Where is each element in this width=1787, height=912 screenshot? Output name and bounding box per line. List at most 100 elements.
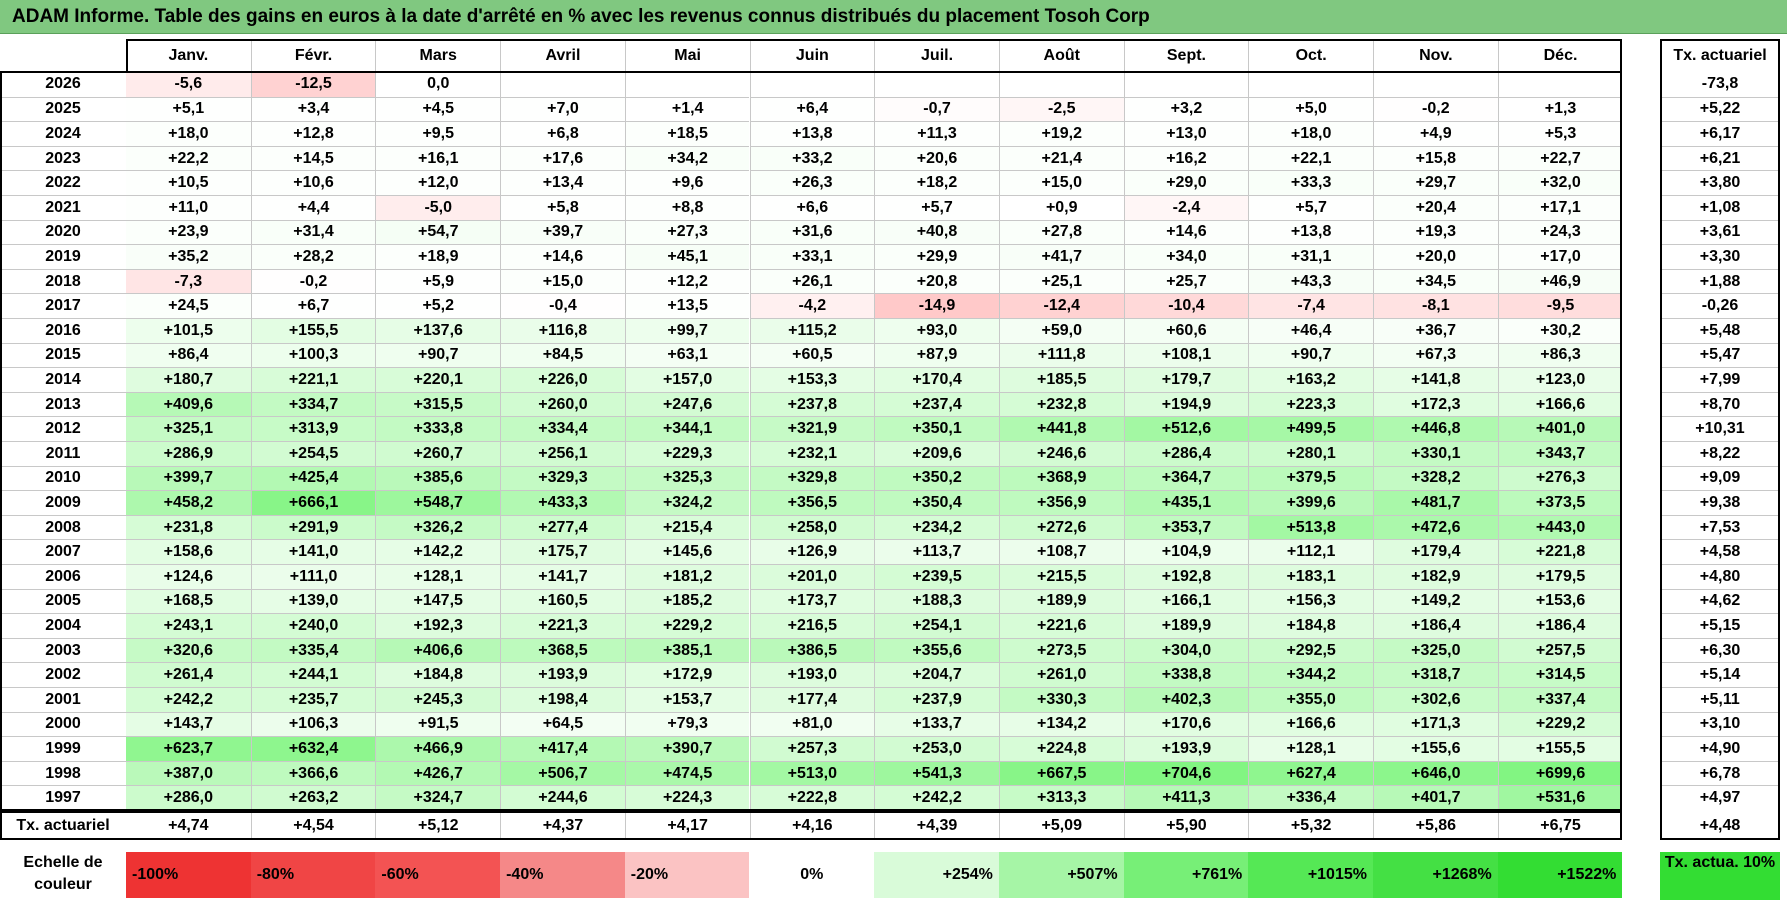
row-year: 2008 bbox=[0, 514, 126, 540]
row-year: 2006 bbox=[0, 564, 126, 589]
table-cell: +235,7 bbox=[250, 687, 376, 712]
table-cell: +46,4 bbox=[1248, 318, 1373, 343]
table-cell: +242,2 bbox=[874, 785, 999, 810]
table-cell: +100,3 bbox=[250, 342, 376, 368]
footer-cell: +6,75 bbox=[1497, 811, 1623, 840]
row-year: 2015 bbox=[0, 342, 126, 368]
table-cell: +261,0 bbox=[998, 662, 1124, 687]
table-cell: -7,4 bbox=[1248, 293, 1373, 318]
table-cell: +263,2 bbox=[250, 785, 376, 810]
row-tx: +4,80 bbox=[1660, 564, 1780, 589]
table-cell: +315,5 bbox=[375, 391, 501, 417]
table-cell: +20,4 bbox=[1373, 195, 1498, 220]
table-cell: +26,3 bbox=[749, 170, 875, 195]
table-cell: +667,5 bbox=[998, 760, 1124, 786]
table-cell: +193,9 bbox=[500, 662, 625, 687]
table-cell: +254,5 bbox=[250, 441, 376, 466]
table-cell: +29,7 bbox=[1373, 170, 1498, 195]
table-cell: +4,9 bbox=[1373, 121, 1498, 146]
table-cell: +158,6 bbox=[126, 539, 251, 564]
row-year: 1997 bbox=[0, 785, 126, 810]
row-year: 2012 bbox=[0, 416, 126, 441]
row-year: 2002 bbox=[0, 662, 126, 687]
table-cell: +116,8 bbox=[500, 318, 625, 343]
table-cell: +512,6 bbox=[1123, 416, 1249, 441]
footer-cell: +5,86 bbox=[1373, 811, 1498, 840]
table-cell: +646,0 bbox=[1373, 760, 1498, 786]
table-cell: +79,3 bbox=[624, 711, 750, 737]
table-cell: +26,1 bbox=[749, 268, 875, 294]
column-header: Sept. bbox=[1123, 40, 1249, 72]
table-cell: +30,2 bbox=[1497, 318, 1623, 343]
column-header: Févr. bbox=[250, 40, 376, 72]
row-year: 2014 bbox=[0, 367, 126, 392]
column-header: Janv. bbox=[168, 47, 209, 64]
table-cell: +356,5 bbox=[749, 490, 875, 515]
tx-legend: Tx. actua. 10% bbox=[1660, 852, 1780, 900]
table-cell: +34,0 bbox=[1123, 244, 1249, 269]
table-cell: +666,1 bbox=[250, 490, 376, 515]
table-cell: +244,6 bbox=[500, 785, 625, 810]
table-cell: +425,4 bbox=[250, 465, 376, 491]
table-cell: +111,8 bbox=[998, 342, 1124, 368]
table-cell: +194,9 bbox=[1123, 391, 1249, 417]
column-header: Juil. bbox=[874, 40, 999, 72]
table-cell: +426,7 bbox=[375, 760, 501, 786]
table-cell: +329,3 bbox=[500, 465, 625, 491]
row-year: 2003 bbox=[0, 637, 126, 663]
table-cell: +18,2 bbox=[874, 170, 999, 195]
table-cell: +137,6 bbox=[375, 318, 501, 343]
row-year: 2023 bbox=[0, 145, 126, 171]
table-cell: +229,3 bbox=[624, 441, 750, 466]
row-tx: +7,53 bbox=[1660, 514, 1780, 540]
column-header: Oct. bbox=[1248, 40, 1373, 72]
table-cell: +5,1 bbox=[126, 96, 251, 122]
table-cell bbox=[500, 72, 625, 97]
table-cell: +373,5 bbox=[1497, 490, 1623, 515]
table-cell bbox=[874, 72, 999, 97]
table-cell: +1,4 bbox=[624, 96, 750, 122]
color-scale-stop: +761% bbox=[1123, 852, 1249, 898]
table-cell: +186,4 bbox=[1497, 613, 1623, 638]
table-cell: +326,2 bbox=[375, 514, 501, 540]
table-cell: +623,7 bbox=[126, 736, 251, 761]
table-cell: +186,4 bbox=[1373, 613, 1498, 638]
table-cell bbox=[624, 72, 750, 97]
row-tx: +5,47 bbox=[1660, 342, 1780, 368]
table-cell: +193,9 bbox=[1123, 736, 1249, 761]
table-cell: +472,6 bbox=[1373, 514, 1498, 540]
row-year: 2018 bbox=[0, 268, 126, 294]
table-cell: +18,0 bbox=[1248, 121, 1373, 146]
table-cell: -10,4 bbox=[1123, 293, 1249, 318]
table-cell: +179,7 bbox=[1123, 367, 1249, 392]
table-cell: +541,3 bbox=[874, 760, 999, 786]
table-cell: +272,6 bbox=[998, 514, 1124, 540]
table-cell: +256,1 bbox=[500, 441, 625, 466]
table-cell: -0,7 bbox=[874, 96, 999, 122]
table-cell: +344,2 bbox=[1248, 662, 1373, 687]
table-cell: +531,6 bbox=[1497, 785, 1623, 810]
table-cell: +9,5 bbox=[375, 121, 501, 146]
table-cell: +548,7 bbox=[375, 490, 501, 515]
table-cell: +28,2 bbox=[250, 244, 376, 269]
table-cell: +401,0 bbox=[1497, 416, 1623, 441]
row-tx: +3,30 bbox=[1660, 244, 1780, 269]
row-year: 2022 bbox=[0, 170, 126, 195]
table-cell: +368,5 bbox=[500, 637, 625, 663]
row-year: 1999 bbox=[0, 736, 126, 761]
table-cell: +3,4 bbox=[250, 96, 376, 122]
table-cell: +17,0 bbox=[1497, 244, 1623, 269]
table-cell: +20,0 bbox=[1373, 244, 1498, 269]
table-cell: +128,1 bbox=[375, 564, 501, 589]
table-cell: +184,8 bbox=[375, 662, 501, 687]
table-cell bbox=[1373, 72, 1498, 97]
footer-cell: +4,37 bbox=[500, 811, 625, 840]
table-cell: +4,5 bbox=[375, 96, 501, 122]
table-cell: -0,2 bbox=[250, 268, 376, 294]
table-cell: +31,6 bbox=[749, 219, 875, 245]
row-tx: +6,17 bbox=[1660, 121, 1780, 146]
row-tx: +1,08 bbox=[1660, 195, 1780, 220]
table-cell: +5,7 bbox=[874, 195, 999, 220]
table-cell: +179,5 bbox=[1497, 564, 1623, 589]
table-cell: +466,9 bbox=[375, 736, 501, 761]
